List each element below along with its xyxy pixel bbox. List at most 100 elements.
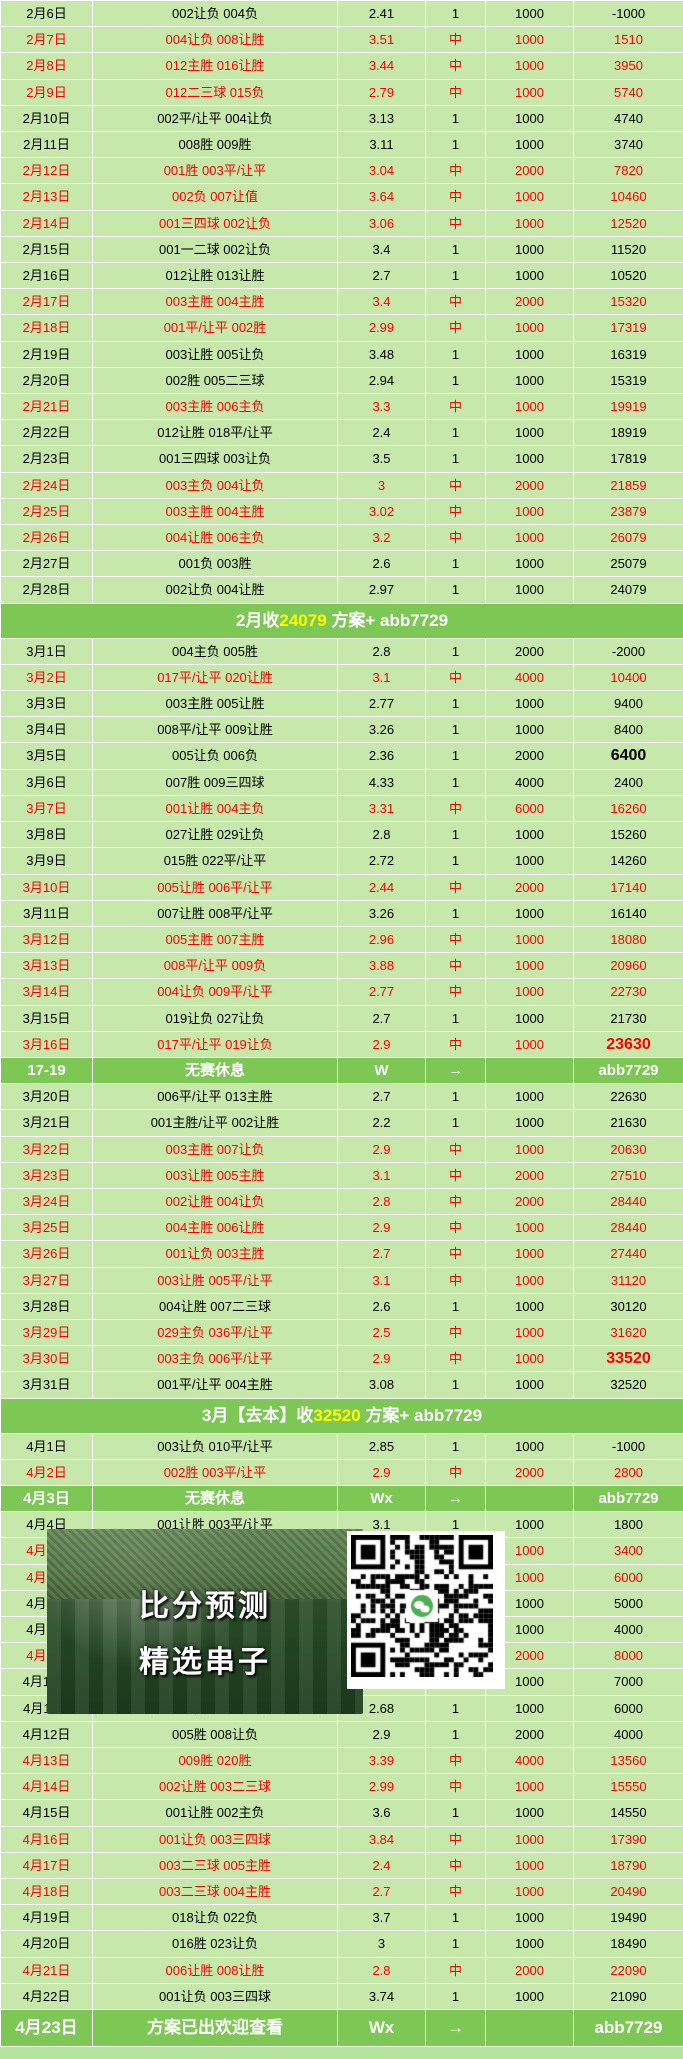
picks-cell: 002负 007让值 [92, 183, 338, 211]
table-row: 4月22日 001让负 003三四球 3.74 1 1000 21090 [0, 1982, 683, 2011]
profit-cell: 16260 [573, 794, 683, 823]
date-cell: 4月11日 [0, 1694, 93, 1722]
odds-cell: 2.6 [337, 1615, 426, 1644]
result-cell: 中 [425, 1187, 486, 1216]
date-cell: 2月24日 [0, 471, 93, 499]
odds-cell: 2.41 [337, 0, 426, 28]
result-cell: 中 [425, 925, 486, 954]
profit-cell: 12520 [573, 209, 683, 237]
table-row: 3月10日 005让胜 006平/让平 2.44 中 2000 17140 [0, 873, 683, 901]
table-row: 3月5日 005让负 006负 2.36 1 2000 6400 [0, 742, 683, 770]
odds-cell: 2.8 [337, 1956, 426, 1984]
profit-cell: 5000 [573, 1589, 683, 1617]
stake-cell: 1000 [485, 1214, 574, 1242]
odds-cell: 2.79 [337, 78, 426, 106]
odds-cell: 2.7 [337, 262, 426, 290]
odds-cell: 3.44 [337, 52, 426, 80]
odds-cell: 3 [337, 471, 426, 499]
stake-cell: 1000 [485, 183, 574, 211]
stake-cell: 1000 [485, 1694, 574, 1722]
profit-cell: 16140 [573, 899, 683, 927]
picks-cell: 007主胜 010主胜 [92, 1642, 338, 1670]
table-row: 3月20日 006平/让平 013主胜 2.7 1 1000 22630 [0, 1083, 683, 1111]
picks-cell: 003让胜 005平/让平 [92, 1266, 338, 1294]
profit-cell: 14550 [573, 1799, 683, 1827]
result-cell: 1 [425, 1694, 486, 1722]
odds-cell: 2.85 [337, 1432, 426, 1460]
odds-cell: 3.64 [337, 183, 426, 211]
profit-cell: 26079 [573, 524, 683, 552]
odds-cell: 2.9 [337, 1214, 426, 1242]
cell-2: W [337, 1056, 426, 1085]
result-cell: 中 [425, 1345, 486, 1373]
table-row: 2月16日 012让胜 013让胜 2.7 1 1000 10520 [0, 262, 683, 290]
picks-cell: 002胜 005二三球 [92, 366, 338, 395]
stake-cell: 1000 [485, 1266, 574, 1294]
summary-amount: 32520 [313, 1405, 361, 1425]
stake-cell: 1000 [485, 1668, 574, 1696]
picks-cell: 004负 006让胜 [92, 1589, 338, 1617]
table-row: 3月28日 004让胜 007二三球 2.6 1 1000 30120 [0, 1292, 683, 1320]
table-row: 3月26日 001让负 003主胜 2.7 中 1000 27440 [0, 1240, 683, 1268]
table-row: 4月21日 006让胜 008让胜 2.8 中 2000 22090 [0, 1956, 683, 1984]
picks-cell: 004让胜 006主负 [92, 524, 338, 552]
cell-3: → [425, 2009, 486, 2048]
date-cell: 3月1日 [0, 637, 93, 665]
date-cell: 4月16日 [0, 1825, 93, 1853]
result-cell: 1 [425, 1904, 486, 1932]
table-row: 4月11日 006负 009让胜 2.68 1 1000 6000 [0, 1694, 683, 1722]
result-cell: 1 [425, 262, 486, 290]
profit-cell: 32520 [573, 1371, 683, 1399]
profit-cell: 21090 [573, 1982, 683, 2011]
result-cell: 1 [425, 637, 486, 665]
profit-cell: 20960 [573, 952, 683, 980]
picks-cell: 001三四球 003让负 [92, 445, 338, 473]
stake-cell: 1000 [485, 1878, 574, 1906]
profit-cell: 30120 [573, 1292, 683, 1320]
result-cell: 中 [425, 26, 486, 54]
picks-cell: 004让负 008让胜 [92, 26, 338, 54]
picks-cell: 012主胜 016让胜 [92, 52, 338, 80]
odds-cell: 2.4 [337, 419, 426, 447]
stake-cell: 2000 [485, 1642, 574, 1670]
stake-cell: 2000 [485, 1956, 574, 1984]
table-row: 3月25日 004主胜 006让胜 2.9 中 1000 28440 [0, 1214, 683, 1242]
result-cell: 中 [425, 1878, 486, 1906]
cell-4 [485, 2009, 574, 2048]
result-cell: 1 [425, 768, 486, 796]
odds-cell: 3.48 [337, 340, 426, 368]
result-cell: 中 [425, 794, 486, 823]
result-cell: 1 [425, 550, 486, 578]
table-row: 3月24日 002让胜 004让负 2.8 中 2000 28440 [0, 1187, 683, 1216]
table-row: 3月30日 003主负 006平/让平 2.9 中 1000 33520 [0, 1345, 683, 1373]
cell-5: abb7729 [573, 1484, 683, 1513]
date-cell: 3月3日 [0, 690, 93, 718]
stake-cell: 2000 [485, 637, 574, 665]
stake-cell: 1000 [485, 262, 574, 290]
odds-cell: 3.39 [337, 1746, 426, 1775]
result-cell: 1 [425, 821, 486, 849]
stake-cell: 4000 [485, 1746, 574, 1775]
table-row: 2月26日 004让胜 006主负 3.2 中 1000 26079 [0, 524, 683, 552]
cell-3: → [425, 1056, 486, 1085]
picks-cell: 004主胜 006让胜 [92, 1214, 338, 1242]
stake-cell: 1000 [485, 104, 574, 133]
result-cell: 中 [425, 1214, 486, 1242]
date-cell: 4月14日 [0, 1773, 93, 1801]
cell-0: 17-19 [0, 1056, 93, 1085]
date-cell: 4月20日 [0, 1930, 93, 1958]
odds-cell: 3.5 [337, 445, 426, 473]
picks-cell: 004让负 009平/让平 [92, 978, 338, 1006]
table-row: 2月17日 003主胜 004主胜 3.4 中 2000 15320 [0, 288, 683, 316]
odds-cell: 2.36 [337, 742, 426, 770]
picks-cell: 017平/让平 020让胜 [92, 663, 338, 692]
stake-cell: 1000 [485, 1563, 574, 1591]
profit-cell: 3400 [573, 1537, 683, 1565]
odds-cell: 3.04 [337, 157, 426, 185]
date-cell: 2月20日 [0, 366, 93, 395]
table-row: 3月21日 001主胜/让平 002让胜 2.2 1 1000 21630 [0, 1109, 683, 1137]
cell-0: 4月3日 [0, 1484, 93, 1513]
date-cell: 3月21日 [0, 1109, 93, 1137]
date-cell: 4月13日 [0, 1746, 93, 1775]
date-cell: 2月23日 [0, 445, 93, 473]
